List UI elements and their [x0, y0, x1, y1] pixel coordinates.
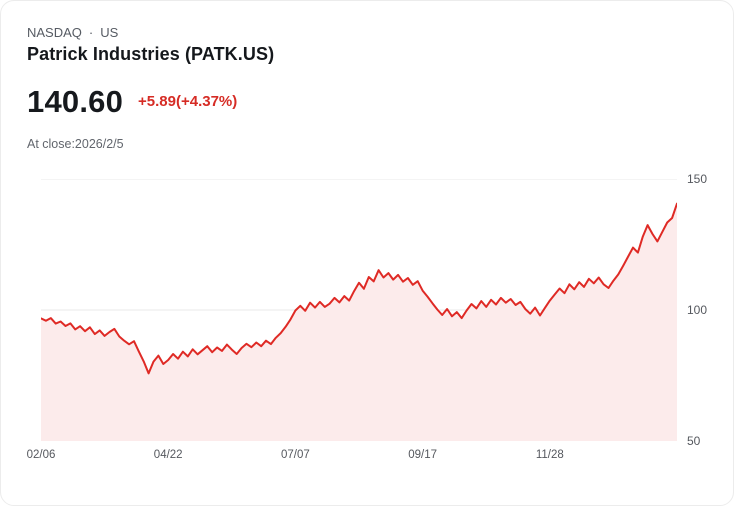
- current-price: 140.60: [27, 84, 124, 119]
- exchange-label: NASDAQ: [27, 25, 82, 40]
- x-axis: 02/06 04/22 07/07 09/17 11/28: [27, 449, 677, 465]
- chart-area[interactable]: [40, 178, 678, 442]
- x-axis-tick: 02/06: [26, 449, 56, 461]
- price-chart[interactable]: [40, 178, 678, 442]
- exchange-info: NASDAQ · US: [27, 25, 118, 40]
- price-row: 140.60 +5.89(+4.37%): [27, 84, 237, 120]
- x-axis-tick: 11/28: [535, 449, 564, 461]
- region-label: US: [100, 25, 119, 40]
- separator-dot: ·: [88, 25, 94, 40]
- stock-title: Patrick Industries (PATK.US): [27, 44, 275, 64]
- y-axis-tick: 150: [687, 172, 708, 186]
- close-time: At close:2026/2/5: [27, 137, 124, 151]
- y-axis-tick: 100: [687, 303, 708, 317]
- y-axis-tick: 50: [687, 434, 701, 448]
- price-change: +5.89(+4.37%): [138, 92, 238, 110]
- area-fill: [41, 203, 677, 441]
- x-axis-tick: 04/22: [153, 449, 183, 461]
- price-line: [40, 202, 678, 375]
- x-axis-tick: 09/17: [408, 449, 437, 461]
- x-axis-tick: 07/07: [281, 449, 310, 461]
